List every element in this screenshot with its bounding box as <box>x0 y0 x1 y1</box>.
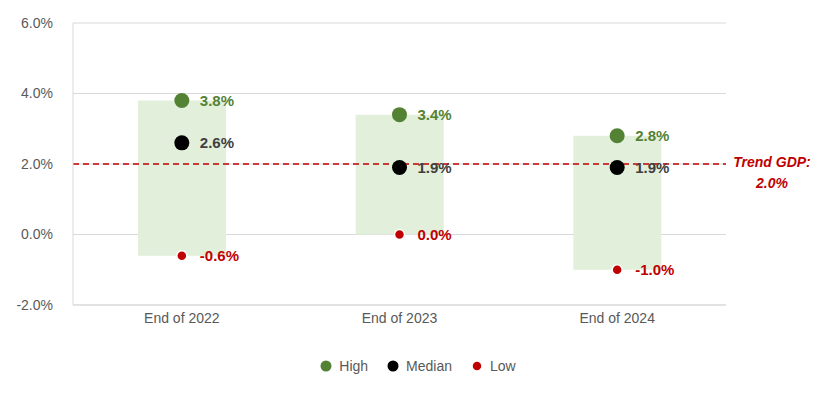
svg-text:0.0%: 0.0% <box>21 226 53 242</box>
svg-text:3.4%: 3.4% <box>418 106 452 123</box>
svg-text:1.9%: 1.9% <box>418 159 452 176</box>
svg-text:Trend GDP:2.0%: Trend GDP:2.0% <box>733 154 811 191</box>
svg-text:0.0%: 0.0% <box>418 226 452 243</box>
svg-text:6.0%: 6.0% <box>21 15 53 31</box>
svg-text:4.0%: 4.0% <box>21 85 53 101</box>
svg-text:End of 2022: End of 2022 <box>144 310 220 326</box>
html-text:Low: Low <box>490 358 516 374</box>
svg-text:-0.6%: -0.6% <box>200 247 239 264</box>
svg-text:2.6%: 2.6% <box>200 134 234 151</box>
svg-text:End of 2024: End of 2024 <box>579 310 655 326</box>
svg-text:1.9%: 1.9% <box>635 159 669 176</box>
svg-text:3.8%: 3.8% <box>200 92 234 109</box>
svg-text:2.8%: 2.8% <box>635 127 669 144</box>
svg-text:2.0%: 2.0% <box>21 156 53 172</box>
svg-text:End of 2023: End of 2023 <box>362 310 438 326</box>
html-text:Median: Median <box>406 358 452 374</box>
svg-text:-1.0%: -1.0% <box>635 261 674 278</box>
svg-text:-2.0%: -2.0% <box>16 297 53 313</box>
html-text:High: High <box>339 358 369 374</box>
